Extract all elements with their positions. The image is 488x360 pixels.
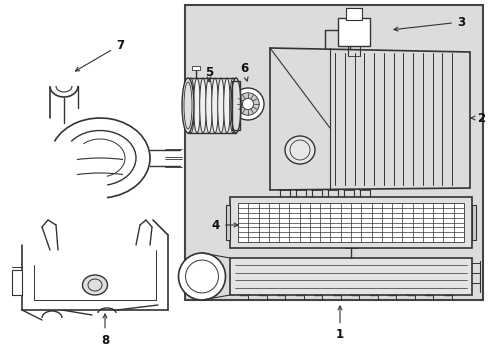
Ellipse shape <box>193 78 200 133</box>
Text: 6: 6 <box>240 62 247 81</box>
Ellipse shape <box>82 275 107 295</box>
Ellipse shape <box>223 78 230 133</box>
Bar <box>184 5 482 300</box>
Ellipse shape <box>230 78 241 133</box>
Text: 5: 5 <box>204 66 213 81</box>
Circle shape <box>178 253 225 300</box>
Ellipse shape <box>182 78 194 133</box>
Ellipse shape <box>242 98 253 109</box>
Text: 1: 1 <box>335 306 344 342</box>
Text: 3: 3 <box>393 15 464 31</box>
Text: 7: 7 <box>75 39 124 71</box>
Bar <box>238 203 463 242</box>
Text: 8: 8 <box>101 314 109 346</box>
Ellipse shape <box>217 78 224 133</box>
Bar <box>192 66 200 70</box>
Text: 4: 4 <box>211 219 238 231</box>
Bar <box>229 258 471 295</box>
Bar <box>231 81 240 130</box>
Ellipse shape <box>231 88 264 120</box>
Bar <box>346 8 361 20</box>
Bar <box>337 18 369 46</box>
Ellipse shape <box>285 136 314 164</box>
Ellipse shape <box>205 78 212 133</box>
Bar <box>229 197 471 248</box>
Ellipse shape <box>211 78 218 133</box>
Bar <box>12 270 22 295</box>
Ellipse shape <box>236 93 259 115</box>
Ellipse shape <box>229 78 236 133</box>
Bar <box>471 205 475 240</box>
Text: 2: 2 <box>470 112 484 125</box>
Bar <box>225 205 229 240</box>
Ellipse shape <box>199 78 206 133</box>
Ellipse shape <box>187 78 194 133</box>
